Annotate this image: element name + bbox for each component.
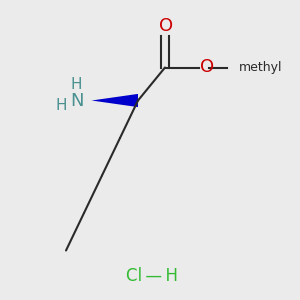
Text: O: O (159, 17, 174, 35)
Polygon shape (92, 94, 138, 107)
Text: N: N (70, 92, 83, 110)
Text: H: H (56, 98, 67, 113)
Text: H: H (71, 77, 82, 92)
Text: Cl — H: Cl — H (126, 267, 178, 285)
Text: O: O (200, 58, 214, 76)
Text: methyl: methyl (238, 61, 282, 74)
